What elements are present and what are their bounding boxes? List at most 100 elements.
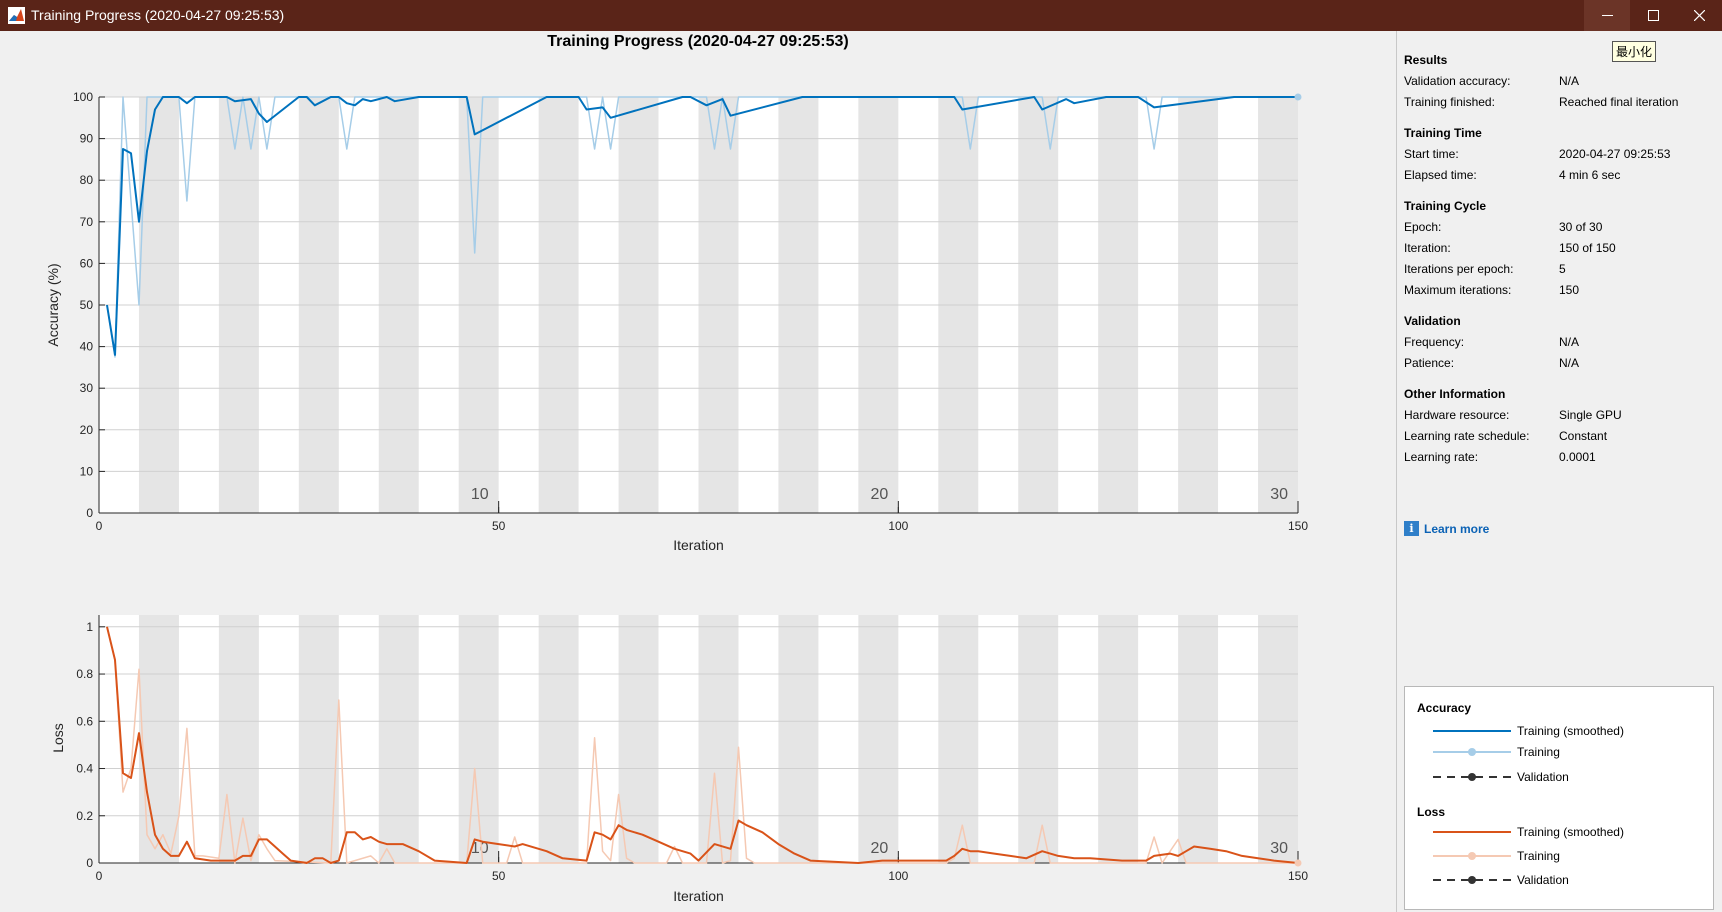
legend-loss-title: Loss xyxy=(1417,805,1446,819)
loss-xtick-label: 150 xyxy=(1288,869,1308,883)
accuracy-ytick-label: 90 xyxy=(80,132,94,146)
info-value: 0.0001 xyxy=(1559,450,1596,464)
info-section-title: Training Time xyxy=(1404,126,1482,140)
accuracy-ytick-label: 50 xyxy=(80,298,94,312)
accuracy-chart: 0 10 20 30 40 50 60 70 80 90 100 0 50 100 150 10 20 30 Ite… xyxy=(45,90,1308,553)
loss-epoch-label: 30 xyxy=(1270,840,1288,857)
info-key: Start time: xyxy=(1404,147,1459,161)
info-key: Elapsed time: xyxy=(1404,168,1477,182)
learn-more-link[interactable]: i Learn more xyxy=(1404,521,1489,536)
info-value: N/A xyxy=(1559,356,1580,370)
legend-acc-smoothed-label: Training (smoothed) xyxy=(1517,724,1624,738)
loss-epoch-band xyxy=(378,615,419,863)
loss-ytick-label: 0.4 xyxy=(76,762,93,776)
loss-training-last-point xyxy=(1294,859,1302,867)
info-value: 5 xyxy=(1559,262,1566,276)
info-value: N/A xyxy=(1559,335,1580,349)
close-button[interactable] xyxy=(1676,0,1722,31)
accuracy-xtick-label: 100 xyxy=(888,519,908,533)
accuracy-ytick-label: 30 xyxy=(80,381,94,395)
info-key: Validation accuracy: xyxy=(1404,74,1511,88)
info-value: Reached final iteration xyxy=(1559,95,1679,109)
loss-ytick-label: 0.8 xyxy=(76,667,93,681)
loss-xtick-label: 50 xyxy=(492,869,506,883)
accuracy-ytick-label: 40 xyxy=(80,340,94,354)
loss-epoch-band xyxy=(1098,615,1139,863)
legend-loss-smoothed-swatch xyxy=(1433,831,1511,833)
info-key: Iterations per epoch: xyxy=(1404,262,1514,276)
loss-epoch-label: 20 xyxy=(871,840,889,857)
info-key: Maximum iterations: xyxy=(1404,283,1512,297)
loss-epoch-band xyxy=(218,615,259,863)
loss-xlabel: Iteration xyxy=(673,888,724,904)
loss-training-line xyxy=(106,626,1298,864)
legend-loss-training-label: Training xyxy=(1517,849,1560,863)
accuracy-ytick-label: 0 xyxy=(86,506,93,520)
info-section-title: Validation xyxy=(1404,314,1461,328)
legend-loss-training-swatch xyxy=(1433,852,1511,860)
legend-accuracy-title: Accuracy xyxy=(1417,701,1472,715)
loss-epoch-band xyxy=(858,615,899,863)
info-key: Epoch: xyxy=(1404,220,1442,234)
accuracy-epoch-label: 20 xyxy=(871,486,889,503)
loss-ytick-label: 0.2 xyxy=(76,809,93,823)
loss-epoch-band xyxy=(1258,615,1298,863)
minimize-tooltip: 最小化 xyxy=(1612,41,1657,62)
legend-acc-validation-swatch xyxy=(1433,773,1511,781)
accuracy-xtick-label: 50 xyxy=(492,519,506,533)
close-icon xyxy=(1693,10,1705,21)
window-title: Training Progress (2020-04-27 09:25:53) xyxy=(31,7,285,23)
accuracy-ytick-label: 80 xyxy=(80,173,94,187)
legend-acc-validation-label: Validation xyxy=(1517,770,1569,784)
loss-xtick-label: 0 xyxy=(96,869,103,883)
loss-epoch-band xyxy=(1018,615,1059,863)
plot-title: Training Progress (2020-04-27 09:25:53) xyxy=(547,33,849,50)
info-icon: i xyxy=(1404,521,1419,536)
info-key: Training finished: xyxy=(1404,95,1495,109)
loss-epoch-label: 10 xyxy=(471,840,489,857)
accuracy-ytick-label: 70 xyxy=(80,215,94,229)
info-key: Learning rate: xyxy=(1404,450,1479,464)
info-key: Frequency: xyxy=(1404,335,1465,349)
info-value: N/A xyxy=(1559,74,1580,88)
info-value: Constant xyxy=(1559,429,1608,443)
info-value: 150 of 150 xyxy=(1559,241,1616,255)
loss-epoch-band xyxy=(138,615,179,863)
accuracy-xtick-label: 150 xyxy=(1288,519,1308,533)
loss-epoch-band xyxy=(618,615,659,863)
info-value: 30 of 30 xyxy=(1559,220,1603,234)
accuracy-xtick-label: 0 xyxy=(96,519,103,533)
info-value: 150 xyxy=(1559,283,1580,297)
loss-ytick-label: 1 xyxy=(86,620,93,634)
learn-more-label: Learn more xyxy=(1424,521,1490,536)
info-section-title: Results xyxy=(1404,53,1448,67)
panel-divider xyxy=(1396,31,1397,912)
loss-xtick-label: 100 xyxy=(888,869,908,883)
loss-epoch-band xyxy=(938,615,979,863)
accuracy-ytick-label: 10 xyxy=(80,464,94,478)
matlab-icon xyxy=(8,7,25,24)
legend-panel: Accuracy Training (smoothed) Training Va… xyxy=(1404,686,1714,910)
minimize-button[interactable] xyxy=(1584,0,1630,31)
info-value: 2020-04-27 09:25:53 xyxy=(1559,147,1671,161)
legend-acc-training-label: Training xyxy=(1517,745,1560,759)
loss-epoch-band xyxy=(778,615,819,863)
legend-loss-validation-swatch xyxy=(1433,876,1511,884)
minimize-icon xyxy=(1601,15,1613,16)
loss-epoch-band xyxy=(1178,615,1219,863)
maximize-button[interactable] xyxy=(1630,0,1676,31)
legend-loss-validation-label: Validation xyxy=(1517,873,1569,887)
loss-ytick-label: 0.6 xyxy=(76,714,93,728)
legend-loss-smoothed-label: Training (smoothed) xyxy=(1517,825,1624,839)
accuracy-training-last-point xyxy=(1294,93,1302,101)
accuracy-epoch-label: 10 xyxy=(471,486,489,503)
accuracy-ylabel: Accuracy (%) xyxy=(45,263,61,346)
info-key: Learning rate schedule: xyxy=(1404,429,1530,443)
accuracy-xlabel: Iteration xyxy=(673,537,724,553)
accuracy-ytick-label: 100 xyxy=(73,90,93,104)
accuracy-ytick-label: 60 xyxy=(80,256,94,270)
loss-epoch-band xyxy=(458,615,499,863)
loss-smoothed-line xyxy=(106,626,1299,864)
